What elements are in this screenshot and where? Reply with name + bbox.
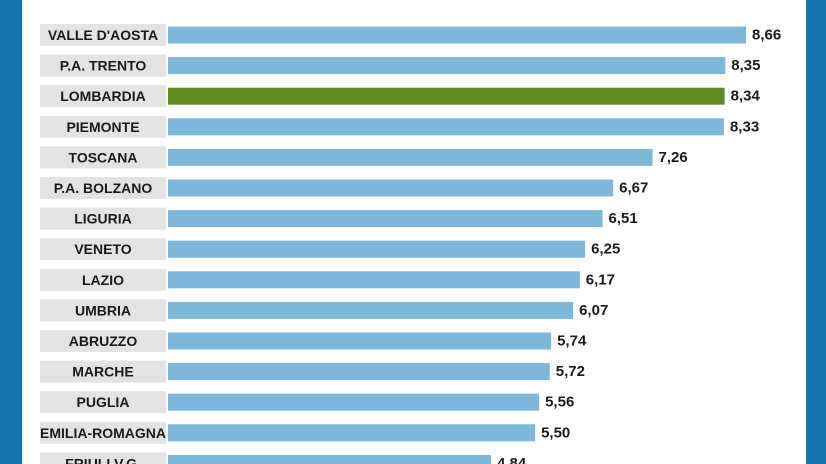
- bar: [168, 332, 552, 350]
- bar: [168, 393, 540, 411]
- highlight-bar: [168, 87, 725, 105]
- row-band: [40, 299, 166, 322]
- value-label: 6,07: [579, 302, 608, 319]
- category-label: LAZIO: [82, 272, 124, 288]
- category-label: P.A. TRENTO: [60, 58, 147, 74]
- value-label: 4,84: [497, 455, 527, 464]
- value-label: 5,50: [541, 424, 570, 441]
- category-label: ABRUZZO: [69, 333, 138, 349]
- bar: [168, 57, 726, 75]
- value-label: 6,25: [591, 241, 620, 258]
- category-label: PIEMONTE: [66, 119, 139, 135]
- category-label: UMBRIA: [75, 302, 131, 318]
- value-label: 8,66: [752, 27, 781, 44]
- value-label: 6,51: [609, 210, 638, 227]
- value-label: 7,26: [659, 149, 688, 166]
- category-label: FRIULI V.G.: [65, 455, 141, 464]
- row-band: [40, 421, 166, 444]
- row-band: [40, 85, 166, 108]
- bar: [168, 210, 603, 228]
- category-label: VALLE D'AOSTA: [48, 27, 158, 43]
- category-label: P.A. BOLZANO: [54, 180, 153, 196]
- bar: [168, 363, 550, 381]
- bar: [168, 148, 653, 166]
- row-band: [40, 177, 166, 199]
- value-label: 8,35: [731, 57, 760, 74]
- category-label: LOMBARDIA: [60, 88, 146, 104]
- bar: [168, 271, 580, 289]
- row-band: [40, 54, 166, 77]
- bar: [168, 240, 586, 258]
- bar: [168, 301, 574, 319]
- category-label: TOSCANA: [69, 149, 138, 165]
- category-label: VENETO: [74, 241, 131, 257]
- row-band: [40, 360, 166, 383]
- row-band: [40, 268, 166, 291]
- category-label: EMILIA-ROMAGNA: [40, 425, 166, 441]
- value-label: 6,67: [619, 180, 648, 197]
- row-band: [40, 330, 166, 352]
- row-band: [40, 391, 166, 414]
- category-label: LIGURIA: [74, 211, 132, 227]
- bar: [168, 454, 492, 464]
- bar: [168, 118, 724, 136]
- value-label: 8,33: [730, 118, 759, 135]
- row-band: [40, 146, 166, 169]
- value-label: 8,34: [731, 88, 761, 105]
- category-label: MARCHE: [72, 364, 133, 380]
- value-label: 6,17: [586, 271, 615, 288]
- value-label: 5,74: [557, 333, 587, 350]
- category-label: PUGLIA: [77, 394, 130, 410]
- row-band: [40, 238, 166, 261]
- row-band: [40, 452, 166, 464]
- row-band: [40, 115, 166, 138]
- bar: [168, 26, 746, 44]
- bar: [168, 424, 536, 442]
- chart-panel: VALLE D'AOSTA 8,66 P.A. TRENTO 8,35 LOMBARDI…: [22, 0, 806, 464]
- row-band: [40, 207, 166, 230]
- value-label: 5,56: [545, 394, 574, 411]
- value-label: 5,72: [556, 363, 585, 380]
- bar: [168, 179, 614, 197]
- row-band: [40, 24, 166, 46]
- bar-chart: VALLE D'AOSTA 8,66 P.A. TRENTO 8,35 LOMBARDI…: [40, 24, 781, 464]
